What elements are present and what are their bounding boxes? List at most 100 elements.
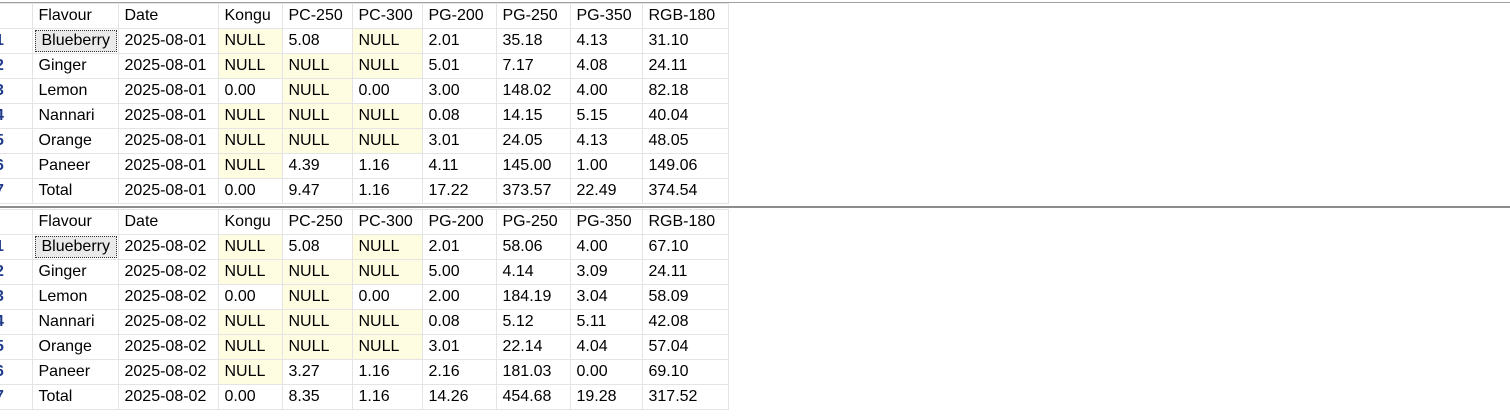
table-cell[interactable]: 0.08 bbox=[421, 309, 497, 335]
table-cell[interactable]: 373.57 bbox=[495, 178, 571, 204]
table-row[interactable]: 1Blueberry2025-08-02NULL5.08NULL2.0158.0… bbox=[0, 234, 729, 260]
table-cell[interactable]: 2.01 bbox=[421, 28, 497, 54]
column-header[interactable]: RGB-180 bbox=[641, 209, 729, 235]
table-cell[interactable]: 317.52 bbox=[641, 384, 729, 410]
table-cell[interactable]: Nannari bbox=[31, 309, 119, 335]
table-cell[interactable]: 19.28 bbox=[569, 384, 643, 410]
table-cell[interactable]: 3.01 bbox=[421, 334, 497, 360]
table-cell[interactable]: NULL bbox=[217, 259, 283, 285]
table-cell[interactable]: 1.00 bbox=[569, 153, 643, 179]
table-cell[interactable]: 0.08 bbox=[421, 103, 497, 129]
table-cell[interactable]: NULL bbox=[351, 309, 423, 335]
table-cell[interactable]: 3.01 bbox=[421, 128, 497, 154]
column-header[interactable]: PC-300 bbox=[351, 3, 423, 29]
column-header[interactable]: Kongu bbox=[217, 3, 283, 29]
table-cell[interactable]: 454.68 bbox=[495, 384, 571, 410]
table-cell[interactable]: 2025-08-02 bbox=[117, 309, 219, 335]
column-header[interactable]: PC-250 bbox=[281, 3, 353, 29]
table-cell[interactable]: Orange bbox=[31, 334, 119, 360]
table-cell[interactable]: 31.10 bbox=[641, 28, 729, 54]
row-number[interactable]: 3 bbox=[0, 284, 33, 310]
table-cell[interactable]: 67.10 bbox=[641, 234, 729, 260]
table-cell[interactable]: NULL bbox=[351, 128, 423, 154]
column-header[interactable]: Flavour bbox=[31, 3, 119, 29]
table-row[interactable]: 7 Total2025-08-010.009.471.1617.22373.572… bbox=[0, 178, 729, 204]
table-cell[interactable]: 149.06 bbox=[641, 153, 729, 179]
table-cell[interactable]: NULL bbox=[217, 128, 283, 154]
table-cell[interactable]: NULL bbox=[351, 334, 423, 360]
table-row[interactable]: 2Ginger2025-08-02NULLNULLNULL5.004.143.0… bbox=[0, 259, 729, 285]
table-cell[interactable]: 24.05 bbox=[495, 128, 571, 154]
table-cell[interactable]: Lemon bbox=[31, 284, 119, 310]
column-header[interactable]: Flavour bbox=[31, 209, 119, 235]
column-header[interactable]: PG-250 bbox=[495, 209, 571, 235]
table-cell[interactable]: Lemon bbox=[31, 78, 119, 104]
table-cell[interactable]: 5.08 bbox=[281, 234, 353, 260]
table-row[interactable]: 7 Total2025-08-020.008.351.1614.26454.681… bbox=[0, 384, 729, 410]
table-cell[interactable]: 148.02 bbox=[495, 78, 571, 104]
table-cell[interactable]: Ginger bbox=[31, 259, 119, 285]
table-cell[interactable]: 2025-08-02 bbox=[117, 284, 219, 310]
row-number[interactable]: 2 bbox=[0, 259, 33, 285]
table-cell[interactable]: 3.27 bbox=[281, 359, 353, 385]
table-cell[interactable]: 374.54 bbox=[641, 178, 729, 204]
table-cell[interactable]: NULL bbox=[217, 28, 283, 54]
table-cell[interactable]: 2025-08-01 bbox=[117, 78, 219, 104]
table-row[interactable]: 5Orange2025-08-01NULLNULLNULL3.0124.054.… bbox=[0, 128, 729, 154]
table-cell[interactable]: Total bbox=[31, 178, 119, 204]
selected-cell[interactable]: Blueberry bbox=[31, 234, 119, 260]
row-number[interactable]: 6 bbox=[0, 153, 33, 179]
column-header[interactable]: PG-200 bbox=[421, 3, 497, 29]
table-cell[interactable]: NULL bbox=[281, 103, 353, 129]
table-cell[interactable]: 3.04 bbox=[569, 284, 643, 310]
table-cell[interactable]: NULL bbox=[351, 103, 423, 129]
selected-cell[interactable]: Blueberry bbox=[31, 28, 119, 54]
table-cell[interactable]: Total bbox=[31, 384, 119, 410]
table-cell[interactable]: 4.13 bbox=[569, 128, 643, 154]
table-row[interactable]: 4Nannari2025-08-01NULLNULLNULL0.0814.155… bbox=[0, 103, 729, 129]
table-row[interactable]: 6Paneer2025-08-01NULL4.391.164.11145.001… bbox=[0, 153, 729, 179]
table-cell[interactable]: 145.00 bbox=[495, 153, 571, 179]
table-row[interactable]: 5Orange2025-08-02NULLNULLNULL3.0122.144.… bbox=[0, 334, 729, 360]
table-cell[interactable]: 4.04 bbox=[569, 334, 643, 360]
table-cell[interactable]: 2.00 bbox=[421, 284, 497, 310]
table-cell[interactable]: NULL bbox=[351, 234, 423, 260]
table-cell[interactable]: 184.19 bbox=[495, 284, 571, 310]
table-cell[interactable]: 4.14 bbox=[495, 259, 571, 285]
table-cell[interactable]: NULL bbox=[217, 234, 283, 260]
table-cell[interactable]: 2025-08-01 bbox=[117, 178, 219, 204]
corner-cell[interactable] bbox=[0, 3, 33, 29]
table-cell[interactable]: 1.16 bbox=[351, 384, 423, 410]
table-cell[interactable]: Paneer bbox=[31, 359, 119, 385]
table-cell[interactable]: NULL bbox=[351, 53, 423, 79]
table-cell[interactable]: 181.03 bbox=[495, 359, 571, 385]
row-number[interactable]: 2 bbox=[0, 53, 33, 79]
row-number[interactable]: 7 bbox=[0, 178, 33, 204]
table-cell[interactable]: 2025-08-02 bbox=[117, 334, 219, 360]
table-cell[interactable]: 48.05 bbox=[641, 128, 729, 154]
table-cell[interactable]: 0.00 bbox=[351, 284, 423, 310]
table-cell[interactable]: 17.22 bbox=[421, 178, 497, 204]
table-cell[interactable]: 82.18 bbox=[641, 78, 729, 104]
table-cell[interactable]: 5.15 bbox=[569, 103, 643, 129]
row-number[interactable]: 4 bbox=[0, 103, 33, 129]
table-cell[interactable]: NULL bbox=[281, 259, 353, 285]
table-cell[interactable]: NULL bbox=[217, 334, 283, 360]
column-header[interactable]: PG-350 bbox=[569, 209, 643, 235]
table-cell[interactable]: 0.00 bbox=[351, 78, 423, 104]
results-splitter[interactable] bbox=[0, 206, 1510, 208]
column-header[interactable]: PC-300 bbox=[351, 209, 423, 235]
column-header[interactable]: PG-350 bbox=[569, 3, 643, 29]
table-cell[interactable]: 8.35 bbox=[281, 384, 353, 410]
table-cell[interactable]: 1.16 bbox=[351, 153, 423, 179]
table-cell[interactable]: 2025-08-01 bbox=[117, 53, 219, 79]
table-cell[interactable]: 40.04 bbox=[641, 103, 729, 129]
table-cell[interactable]: 0.00 bbox=[217, 78, 283, 104]
table-row[interactable]: 4Nannari2025-08-02NULLNULLNULL0.085.125.… bbox=[0, 309, 729, 335]
table-cell[interactable]: 4.00 bbox=[569, 78, 643, 104]
table-cell[interactable]: 57.04 bbox=[641, 334, 729, 360]
table-cell[interactable]: 35.18 bbox=[495, 28, 571, 54]
row-number[interactable]: 3 bbox=[0, 78, 33, 104]
table-cell[interactable]: 42.08 bbox=[641, 309, 729, 335]
table-row[interactable]: 3Lemon2025-08-020.00NULL0.002.00184.193.… bbox=[0, 284, 729, 310]
